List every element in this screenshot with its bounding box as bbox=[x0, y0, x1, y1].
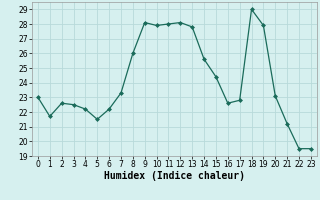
X-axis label: Humidex (Indice chaleur): Humidex (Indice chaleur) bbox=[104, 171, 245, 181]
